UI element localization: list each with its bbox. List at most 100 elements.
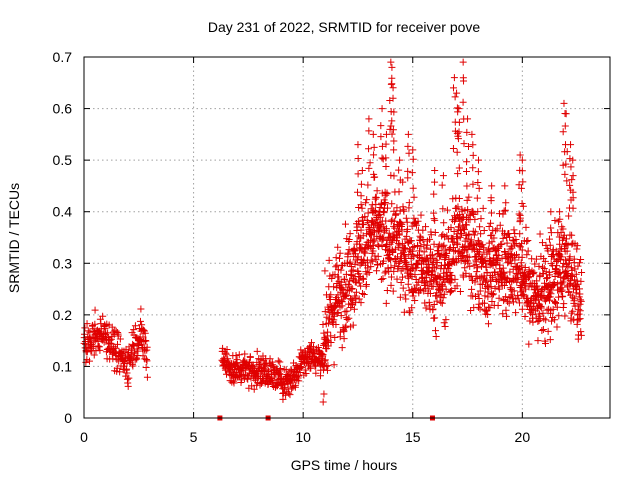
data-point [549,282,557,290]
data-point [567,163,575,171]
data-point [397,278,405,286]
data-point [355,279,363,287]
data-point [325,256,333,264]
data-point [244,375,252,383]
data-point [295,377,303,385]
data-point [334,243,342,251]
data-point [307,364,315,372]
data-point [351,260,359,268]
data-point [521,312,529,320]
data-point [529,318,537,326]
data-point [451,93,459,101]
data-point [453,258,461,266]
data-point [365,145,373,153]
data-point [388,80,396,88]
data-point [404,142,412,150]
data-point [396,241,404,249]
data-point [417,211,425,219]
data-point [469,164,477,172]
data-point [341,220,349,228]
data-point [526,298,534,306]
data-point [539,326,547,334]
data-point [357,180,365,188]
data-point [371,228,379,236]
data-point [432,263,440,271]
data-point [431,229,439,237]
data-point [487,194,495,202]
data-point [387,256,395,264]
data-point [484,320,492,328]
data-point [442,285,450,293]
data-point [394,253,402,261]
data-point [285,389,293,397]
data-point [389,126,397,134]
data-point [437,252,445,260]
data-point [142,364,150,372]
data-point [382,225,390,233]
data-point [373,267,381,275]
data-point [357,226,365,234]
data-point [523,251,531,259]
data-point [297,363,305,371]
data-point [513,270,521,278]
data-point [475,300,483,308]
data-point [452,204,460,212]
data-point [411,271,419,279]
data-point [482,263,490,271]
data-point [495,251,503,259]
data-point [541,257,549,265]
data-point [232,351,240,359]
data-point [142,337,150,345]
data-point [447,279,455,287]
data-point [281,383,289,391]
data-point [381,200,389,208]
data-point [560,300,568,308]
data-point [426,245,434,253]
data-point [355,220,363,228]
data-point [381,198,389,206]
data-point [136,317,144,325]
data-point [516,151,524,159]
data-point [469,208,477,216]
data-point [402,214,410,222]
y-tick-label: 0.7 [53,49,73,65]
data-point [461,226,469,234]
data-point [405,149,413,157]
data-point [544,327,552,335]
data-point [246,358,254,366]
data-point [454,135,462,143]
data-point [400,207,408,215]
data-point [548,317,556,325]
data-point [341,308,349,316]
data-point [517,243,525,251]
data-point [369,257,377,265]
data-point [391,224,399,232]
data-point [559,128,567,136]
data-point [137,305,145,313]
data-point [374,252,382,260]
data-point [143,357,151,365]
data-point [510,241,518,249]
data-point [447,224,455,232]
data-point [470,231,478,239]
data-point [357,201,365,209]
data-point [253,368,261,376]
data-point [389,84,397,92]
data-point [463,221,471,229]
data-point [343,291,351,299]
data-point [291,383,299,391]
data-point [312,369,320,377]
data-point [456,233,464,241]
data-point [455,118,463,126]
data-point [515,181,523,189]
data-point [389,287,397,295]
data-point [450,74,458,82]
data-point [367,263,375,271]
data-point [431,166,439,174]
data-point [224,355,232,363]
x-tick-label: 15 [405,429,421,445]
data-point [460,140,468,148]
data-point [501,206,509,214]
data-point [387,264,395,272]
data-point [222,349,230,357]
